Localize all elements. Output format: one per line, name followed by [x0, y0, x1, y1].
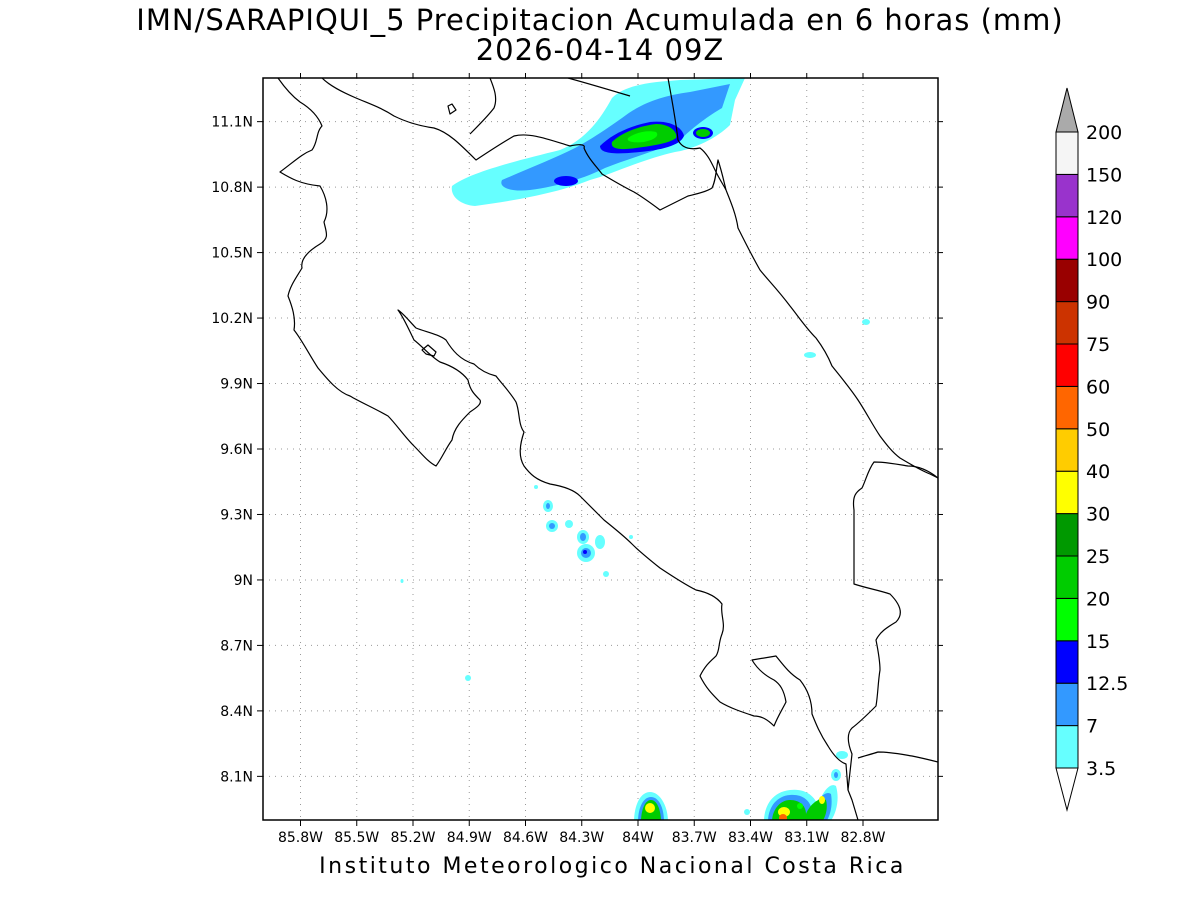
precip-cell	[603, 571, 609, 577]
colorbar-box	[1055, 173, 1079, 218]
colorbar-box	[1055, 428, 1079, 472]
coastline-caribbean	[725, 189, 938, 479]
colorbar-label: 30	[1086, 504, 1110, 526]
map-datetime: 2026-04-14 09Z	[475, 33, 725, 67]
precip-cell	[400, 579, 404, 583]
colorbar-box	[1055, 597, 1079, 642]
precip-cell	[465, 675, 471, 681]
precip-south-east-max	[779, 814, 787, 820]
colorbar-box	[1055, 725, 1079, 769]
precip-cell	[549, 523, 555, 529]
precip-band-north-20	[627, 131, 658, 143]
precip-south-east-core2	[819, 796, 825, 804]
precip-cell	[546, 503, 550, 509]
lat-tick-label: 11.1N	[211, 115, 253, 131]
coastline-pacific-north	[277, 78, 859, 820]
colorbar-arrow-bottom	[1055, 767, 1079, 812]
colorbar-box	[1055, 682, 1079, 727]
lat-tick-label: 8.7N	[220, 638, 253, 654]
lat-tick-label: 10.2N	[211, 311, 253, 327]
precip-cell	[834, 772, 838, 778]
lon-tick-label: 84.6W	[503, 830, 548, 846]
border-nicaragua	[321, 78, 727, 211]
lat-tick-label: 9N	[234, 573, 253, 589]
colorbar-label: 25	[1086, 546, 1110, 568]
colorbar-label: 50	[1086, 419, 1110, 441]
precip-cell	[629, 535, 633, 539]
colorbar-label: 20	[1086, 588, 1110, 610]
colorbar-label: 40	[1086, 461, 1110, 483]
lon-tick-label: 84.3W	[559, 830, 604, 846]
precip-cell	[565, 520, 573, 528]
colorbar: 3.5 7 12.5 15 20 25 30 40 50 60 75 90 100 120 150 200	[1055, 87, 1128, 812]
precip-cell	[797, 803, 803, 809]
colorbar-label: 100	[1086, 249, 1122, 271]
precip-cell	[804, 352, 816, 358]
lat-tick-label: 8.4N	[220, 704, 253, 720]
lon-tick-label: 85.8W	[278, 830, 323, 846]
precip-cell	[836, 751, 848, 759]
colorbar-box	[1055, 258, 1079, 303]
lat-tick-label: 9.9N	[220, 377, 253, 393]
lon-tick-label: 84.9W	[447, 830, 492, 846]
lat-tick-label: 9.6N	[220, 442, 253, 458]
colorbar-label: 150	[1086, 164, 1122, 186]
colorbar-label: 120	[1086, 207, 1122, 229]
lon-tick-label: 83.4W	[728, 830, 773, 846]
lat-tick-label: 8.1N	[220, 769, 253, 785]
precip-south-west-core	[645, 803, 655, 813]
credit-text: Instituto Meteorologico Nacional Costa R…	[319, 854, 906, 879]
lon-tick-label: 85.2W	[390, 830, 435, 846]
lon-tick-label: 82.8W	[840, 830, 885, 846]
colorbar-label: 75	[1086, 334, 1110, 356]
map-frame	[262, 77, 939, 821]
colorbar-label: 12.5	[1086, 673, 1128, 695]
coastlines	[277, 78, 938, 820]
colorbar-label: 7	[1086, 716, 1098, 738]
border-north-nicaragua-lake	[469, 78, 727, 191]
colorbar-box	[1055, 385, 1079, 430]
precip-south-east-core	[778, 807, 790, 817]
colorbar-box	[1055, 555, 1079, 599]
precip-cell	[595, 535, 605, 549]
colorbar-label: 3.5	[1086, 758, 1116, 780]
colorbar-box	[1055, 470, 1079, 515]
coastline-pacific-inlet	[447, 103, 457, 115]
colorbar-box	[1055, 513, 1079, 557]
precip-cell-north-west	[554, 176, 578, 186]
precip-cell	[580, 533, 586, 541]
coastline-panama-south	[857, 751, 938, 763]
map-grid	[263, 78, 938, 820]
lon-tick-label: 85.5W	[334, 830, 379, 846]
map-title: IMN/SARAPIQUI_5 Precipitacion Acumulada …	[136, 3, 1064, 37]
precip-cell-north-east-inner	[696, 129, 710, 137]
colorbar-box	[1055, 216, 1079, 260]
lon-tick-label: 83.7W	[672, 830, 717, 846]
colorbar-box	[1055, 343, 1079, 387]
precipitation-field	[400, 78, 870, 820]
colorbar-box	[1055, 131, 1079, 175]
precip-cell	[534, 485, 538, 489]
lat-tick-label: 9.3N	[220, 507, 253, 523]
colorbar-box	[1055, 640, 1079, 684]
lon-tick-label: 84W	[622, 830, 654, 846]
coastline-nicoya-island	[421, 344, 437, 357]
colorbar-label: 200	[1086, 122, 1122, 144]
precip-cell	[862, 319, 870, 325]
precip-cell	[583, 550, 587, 554]
colorbar-label: 90	[1086, 292, 1110, 314]
border-panama	[847, 461, 938, 791]
colorbar-arrow-top	[1055, 87, 1079, 133]
lat-tick-label: 10.8N	[211, 180, 253, 196]
axis-ticks: 85.8W 85.5W 85.2W 84.9W 84.6W 84.3W 84W 83.7W 83…	[211, 73, 943, 846]
precip-cell	[744, 809, 750, 815]
lon-tick-label: 83.1W	[784, 830, 829, 846]
lat-tick-label: 10.5N	[211, 246, 253, 262]
colorbar-box	[1055, 301, 1079, 345]
colorbar-label: 60	[1086, 376, 1110, 398]
colorbar-label: 15	[1086, 631, 1110, 653]
